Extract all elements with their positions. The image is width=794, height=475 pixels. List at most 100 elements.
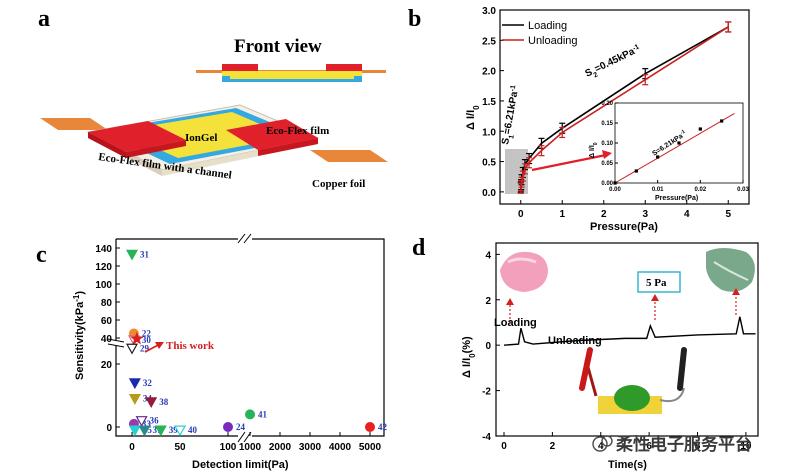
c-ytick-label: 100: [95, 280, 112, 291]
c-xtick-label: 100: [220, 442, 237, 453]
c-ytick-label: 0: [106, 423, 112, 434]
panel-b-zoom-arrow: [531, 153, 607, 172]
inset-xlabel: Pressure(Pa): [655, 195, 698, 202]
panel-c-points: 31223029323438333635373940244142: [125, 249, 388, 437]
c-ybreak-bg: [108, 340, 124, 346]
c-point-ref-label: 24: [236, 422, 246, 432]
panel-d: d -4 -2 0 2 4 0 2 4 6 8 10 Δ I/I0(%) Time(s): [412, 235, 759, 471]
leaf-photo: [706, 248, 755, 292]
c-ytick-label: 60: [101, 316, 113, 327]
leaf-shape: [706, 248, 755, 292]
electrode-left-front: [126, 140, 186, 158]
panel-b-s1-label: S1=6.21kPa-1: [500, 84, 524, 146]
electrode-right-front: [258, 138, 318, 156]
c-point-triangle: [154, 425, 167, 437]
c-xbreak-bottom-1: [237, 431, 246, 443]
c-point-ref-label: 29: [140, 343, 150, 353]
inset-point: [698, 127, 702, 131]
inset-point: [677, 141, 681, 145]
panel-b: b 0.0 0.5 1.0 1.5 2.0 2.5 3.0 0 1 2 3 4 5 Δ I/I0 Pr…: [408, 6, 750, 233]
inset-xtick-label: 0.01: [652, 187, 664, 193]
c-xtick-label: 2000: [269, 442, 292, 453]
c-xtick-label: 0: [129, 442, 135, 453]
c-point-ref-label: 38: [159, 397, 169, 407]
panel-c-yticks: 0 20 40 60 80 100 120 140: [95, 244, 120, 434]
rose-petal-photo: [500, 251, 548, 292]
watermark: 柔性电子服务平台: [592, 434, 752, 454]
legend-label-unloading: Unloading: [528, 35, 578, 47]
device-photo: [579, 347, 687, 414]
inset-ticks: 0.00 0.01 0.02 0.03 0.00 0.05 0.10 0.15 0.20: [601, 101, 749, 193]
box-arrowhead: [651, 294, 659, 301]
inset-xtick-label: 0.00: [609, 187, 621, 193]
clip-red-body: [579, 347, 593, 391]
c-point-ref-label: 41: [258, 409, 268, 419]
inset-ytick-label: 0.00: [601, 181, 613, 187]
inset-point: [720, 119, 724, 123]
leaf-vein: [713, 261, 749, 281]
c-xtick-label: 5000: [359, 442, 382, 453]
copper-foil-left: [40, 118, 108, 130]
c-ytick-label: 80: [101, 298, 113, 309]
label-iongel: IonGel: [185, 132, 217, 144]
panel-c-ylabel: Sensitivity(kPa-1): [72, 291, 87, 380]
pressure-box: [637, 271, 681, 293]
c-point-ref-label: 42: [378, 422, 388, 432]
c-ytick-label: 140: [95, 244, 112, 255]
d-ytick-label: -4: [482, 432, 491, 443]
c-point-triangle: [145, 397, 158, 409]
panel-c-xlabel: Detection limit(Pa): [192, 459, 289, 471]
inset-xtick-label: 0.03: [737, 187, 749, 193]
legend-label-loading: Loading: [528, 20, 567, 32]
d-xtick-label: 4: [598, 441, 604, 452]
b-xtick-label: 5: [725, 209, 731, 220]
c-point-triangle: [125, 249, 139, 261]
d-xtick-label: 0: [501, 441, 507, 452]
c-point-triangle: [173, 425, 187, 437]
panel-a: a Front view Eco-Flex film Ion: [38, 6, 388, 190]
d-xtick-label: 2: [550, 441, 556, 452]
front-view-film: [222, 71, 362, 76]
c-xbreak-top-bg: [238, 232, 252, 244]
panel-b-letter: b: [408, 6, 421, 32]
c-xbreak-top-1: [237, 233, 246, 244]
c-xtick-label: 4000: [329, 442, 352, 453]
b-ytick-label: 0.0: [482, 188, 496, 199]
b-xtick-label: 0: [518, 209, 524, 220]
device-leaf: [614, 385, 650, 411]
inset-series: [613, 112, 735, 185]
b-xtick-label: 4: [684, 209, 690, 220]
c-point-ref-label: 40: [188, 425, 198, 435]
c-ybreak-1: [107, 338, 125, 343]
c-ytick-label: 40: [101, 334, 113, 345]
b-xtick-label: 3: [642, 209, 648, 220]
d-xtick-label: 10: [740, 441, 752, 452]
b-ytick-label: 2.5: [482, 36, 496, 47]
c-point-ref-label: 22: [142, 329, 152, 339]
watermark-icon-2: [601, 435, 613, 447]
c-point-ref-label: 33: [142, 419, 152, 429]
c-point-triangle: [128, 378, 141, 390]
d-xtick-label: 6: [646, 441, 652, 452]
c-point-ref-label: 30: [142, 335, 152, 345]
panel-b-inset: 0.00 0.01 0.02 0.030.000.050.100.150.20 S=6…: [589, 101, 749, 202]
panel-d-xlabel: Time(s): [608, 459, 647, 471]
front-view-title: Front view: [234, 36, 322, 57]
clip-black-body: [677, 347, 687, 391]
electrode-right: [226, 119, 318, 150]
watermark-text: 柔性电子服务平台: [616, 434, 752, 454]
panel-d-frame: [495, 242, 759, 437]
panel-b-xlabel: Pressure(Pa): [590, 221, 658, 233]
panel-d-xticks: 0 2 4 6 8 10: [501, 432, 752, 452]
panel-d-series: [503, 316, 756, 346]
d-series-line: [503, 316, 756, 346]
panel-c-frame: [115, 238, 385, 437]
c-ybreak-2: [107, 343, 125, 348]
panel-b-zoom-arrowhead: [602, 150, 612, 159]
panel-d-yticks: -4 -2 0 2 4: [482, 250, 500, 443]
device-3d-diagram: [40, 104, 388, 176]
c-ytick-label: 20: [101, 360, 113, 371]
inset-point: [613, 181, 617, 185]
inset-ytick-label: 0.15: [601, 121, 613, 127]
